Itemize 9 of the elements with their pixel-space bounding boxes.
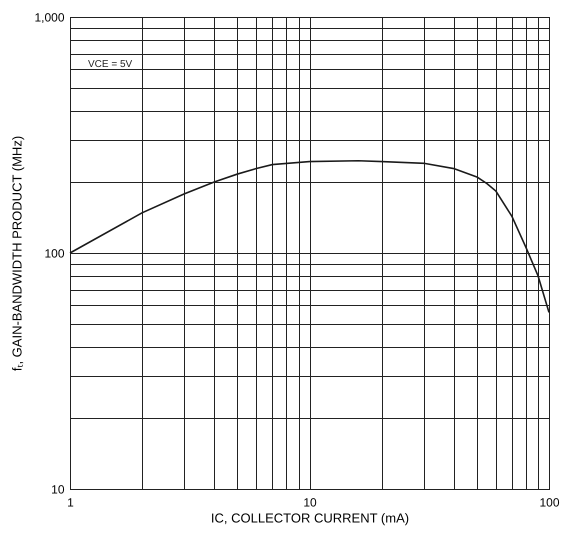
x-tick-label: 10: [303, 496, 317, 510]
x-axis-title: IC, COLLECTOR CURRENT (mA): [210, 510, 410, 526]
x-tick-label: 100: [539, 496, 560, 510]
y-tick-label: 10: [51, 482, 65, 496]
y-tick-label: 100: [44, 246, 65, 260]
y-tick-label: 1,000: [34, 10, 65, 24]
y-axis-title: fₜ, GAIN-BANDWIDTH PRODUCT (MHz): [9, 136, 24, 372]
annotation: VCE = 5V: [88, 59, 133, 70]
x-tick-label: 1: [67, 496, 74, 510]
